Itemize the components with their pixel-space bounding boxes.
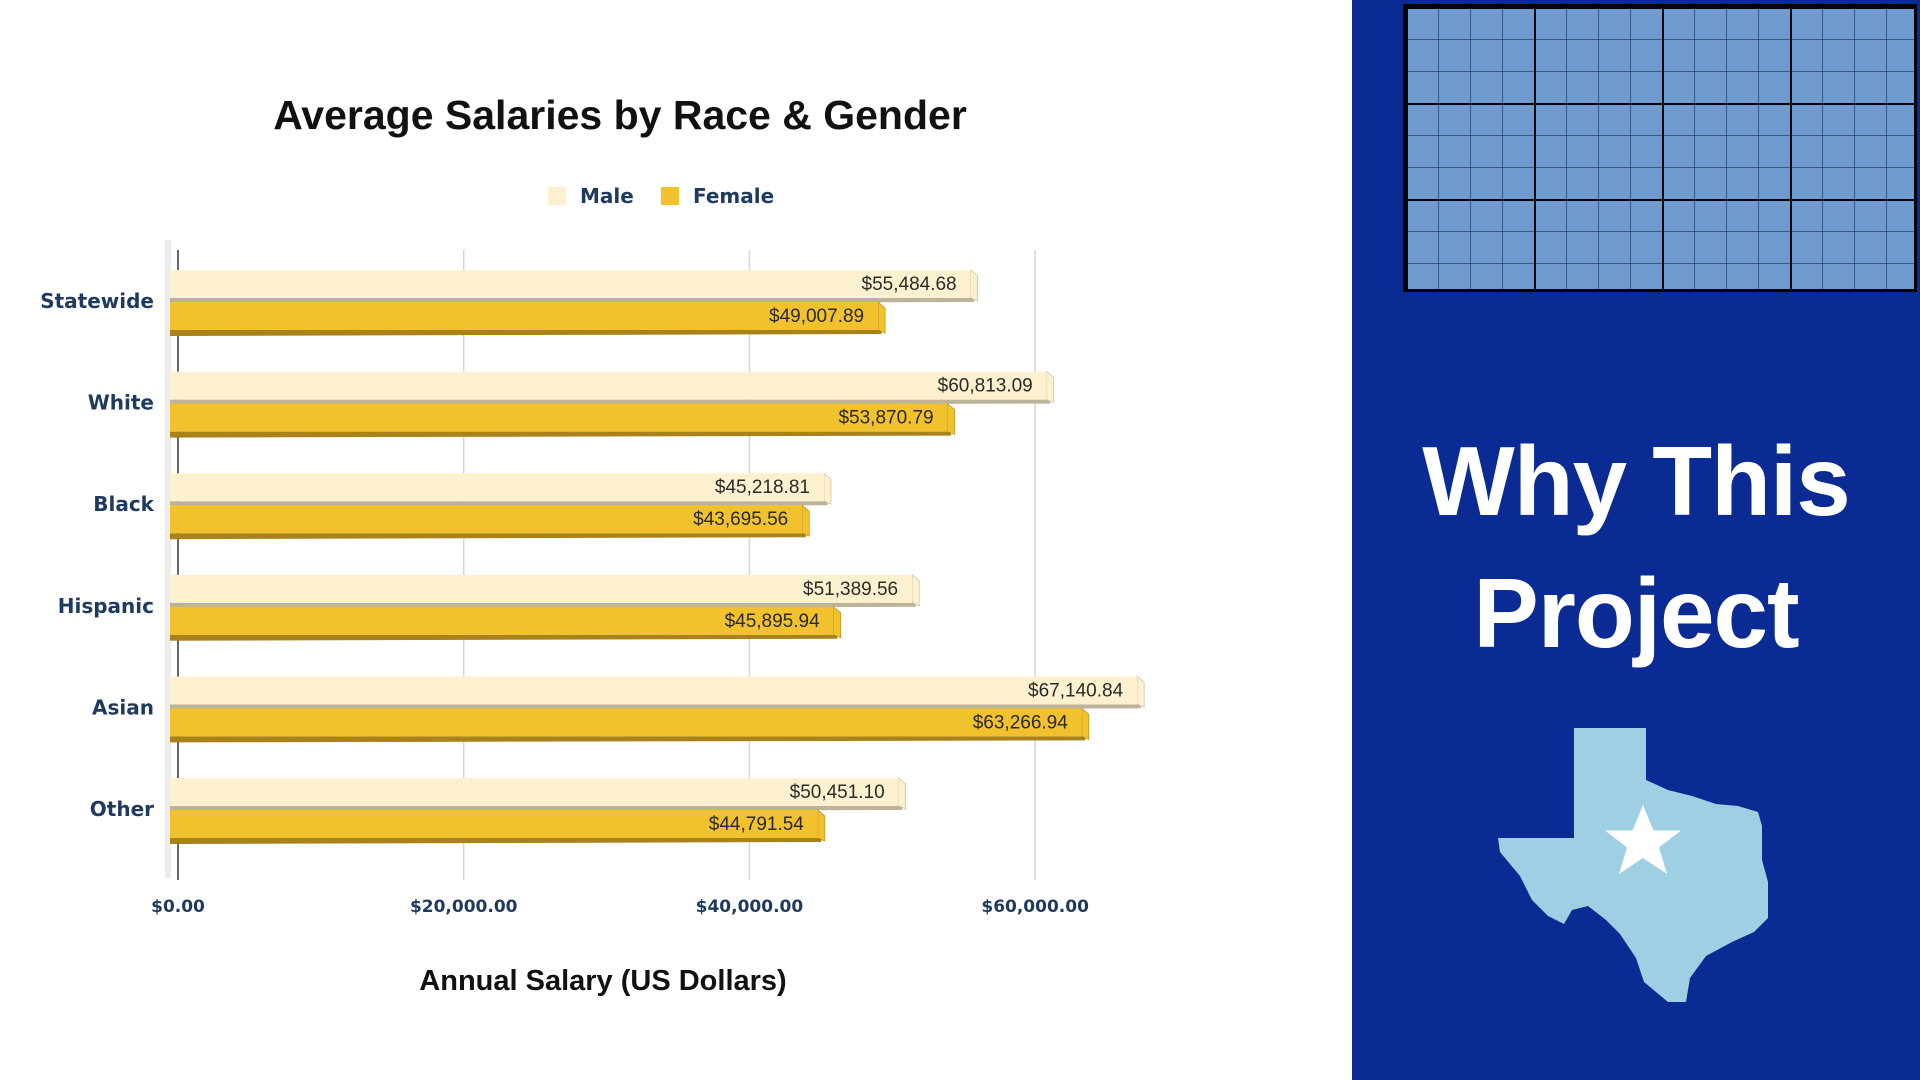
data-label: $43,695.56 [693,509,788,530]
data-label: $55,484.68 [862,274,957,295]
category-label: Hispanic [58,594,154,618]
bar-cap [877,301,886,334]
bar-cap [898,777,907,810]
category-label: Statewide [40,289,154,313]
axis-shadow [165,240,171,878]
side-panel: Why This Project [1352,0,1920,1080]
bar-female [170,810,818,838]
heading-line-1: Why This [1422,426,1851,536]
bar-cap [801,504,810,537]
x-tick-label: $0.00 [151,897,205,917]
category-label: Other [90,797,154,821]
heading-line-2: Project [1473,558,1799,668]
bar-male [170,371,1047,400]
bar-cap [1136,675,1145,708]
data-label: $63,266.94 [973,712,1069,733]
bar-cap [1081,707,1090,740]
x-tick-label: $60,000.00 [981,897,1089,917]
legend-label: Female [693,184,774,208]
data-label: $45,895.94 [725,611,821,632]
bar-female [170,302,879,330]
texas-shape [1498,728,1768,1002]
bar-male [170,473,824,502]
bar-cap [970,269,978,302]
x-tick-label: $40,000.00 [696,897,804,917]
bar-cap [823,472,832,505]
legend-swatch [661,187,679,205]
chart-title: Average Salaries by Race & Gender [273,92,967,138]
star-icon [1605,805,1681,874]
bar-female [170,606,834,635]
data-label: $53,870.79 [838,408,933,429]
bar-cap [833,606,841,639]
category-label: White [88,391,154,415]
chart-bars: $55,484.68 $49,007.89 $60,813.09$53,870.79… [170,269,1145,844]
category-label: Black [93,492,154,516]
bar-cap [817,809,826,842]
bar-male [170,778,899,806]
grid-graphic [1403,4,1917,292]
x-axis-title: Annual Salary (US Dollars) [419,965,786,997]
legend-label: Male [580,184,634,208]
category-labels: Statewide White Black Hispanic Asian Other [40,289,154,821]
bar-female [170,708,1082,737]
bar-cap [1046,370,1055,404]
x-axis-tick-labels: $0.00 $20,000.00 $40,000.00 $60,000.00 [151,897,1089,917]
panel-heading: Why This Project [1352,415,1920,679]
bar-male [170,676,1138,705]
bar-female [170,403,948,432]
data-label: $44,791.54 [709,814,805,835]
bar-male [170,574,913,603]
category-label: Asian [92,695,154,719]
bar-female [170,505,803,534]
bar-cap [911,574,920,607]
texas-map-icon [1498,728,1768,1002]
data-label: $45,218.81 [715,477,810,498]
data-label: $60,813.09 [938,376,1033,397]
data-label: $50,451.10 [790,782,885,803]
chart-legend: Male Female [548,184,774,208]
salary-chart: Average Salaries by Race & Gender Male Fe… [40,92,1145,997]
chart-gridlines [165,240,1036,880]
bar-male [170,270,971,298]
bar-cap [947,402,955,436]
x-tick-label: $20,000.00 [410,897,518,917]
data-label: $67,140.84 [1028,680,1124,701]
data-label: $51,389.56 [803,579,898,600]
legend-swatch [548,187,566,205]
data-label: $49,007.89 [769,306,864,327]
